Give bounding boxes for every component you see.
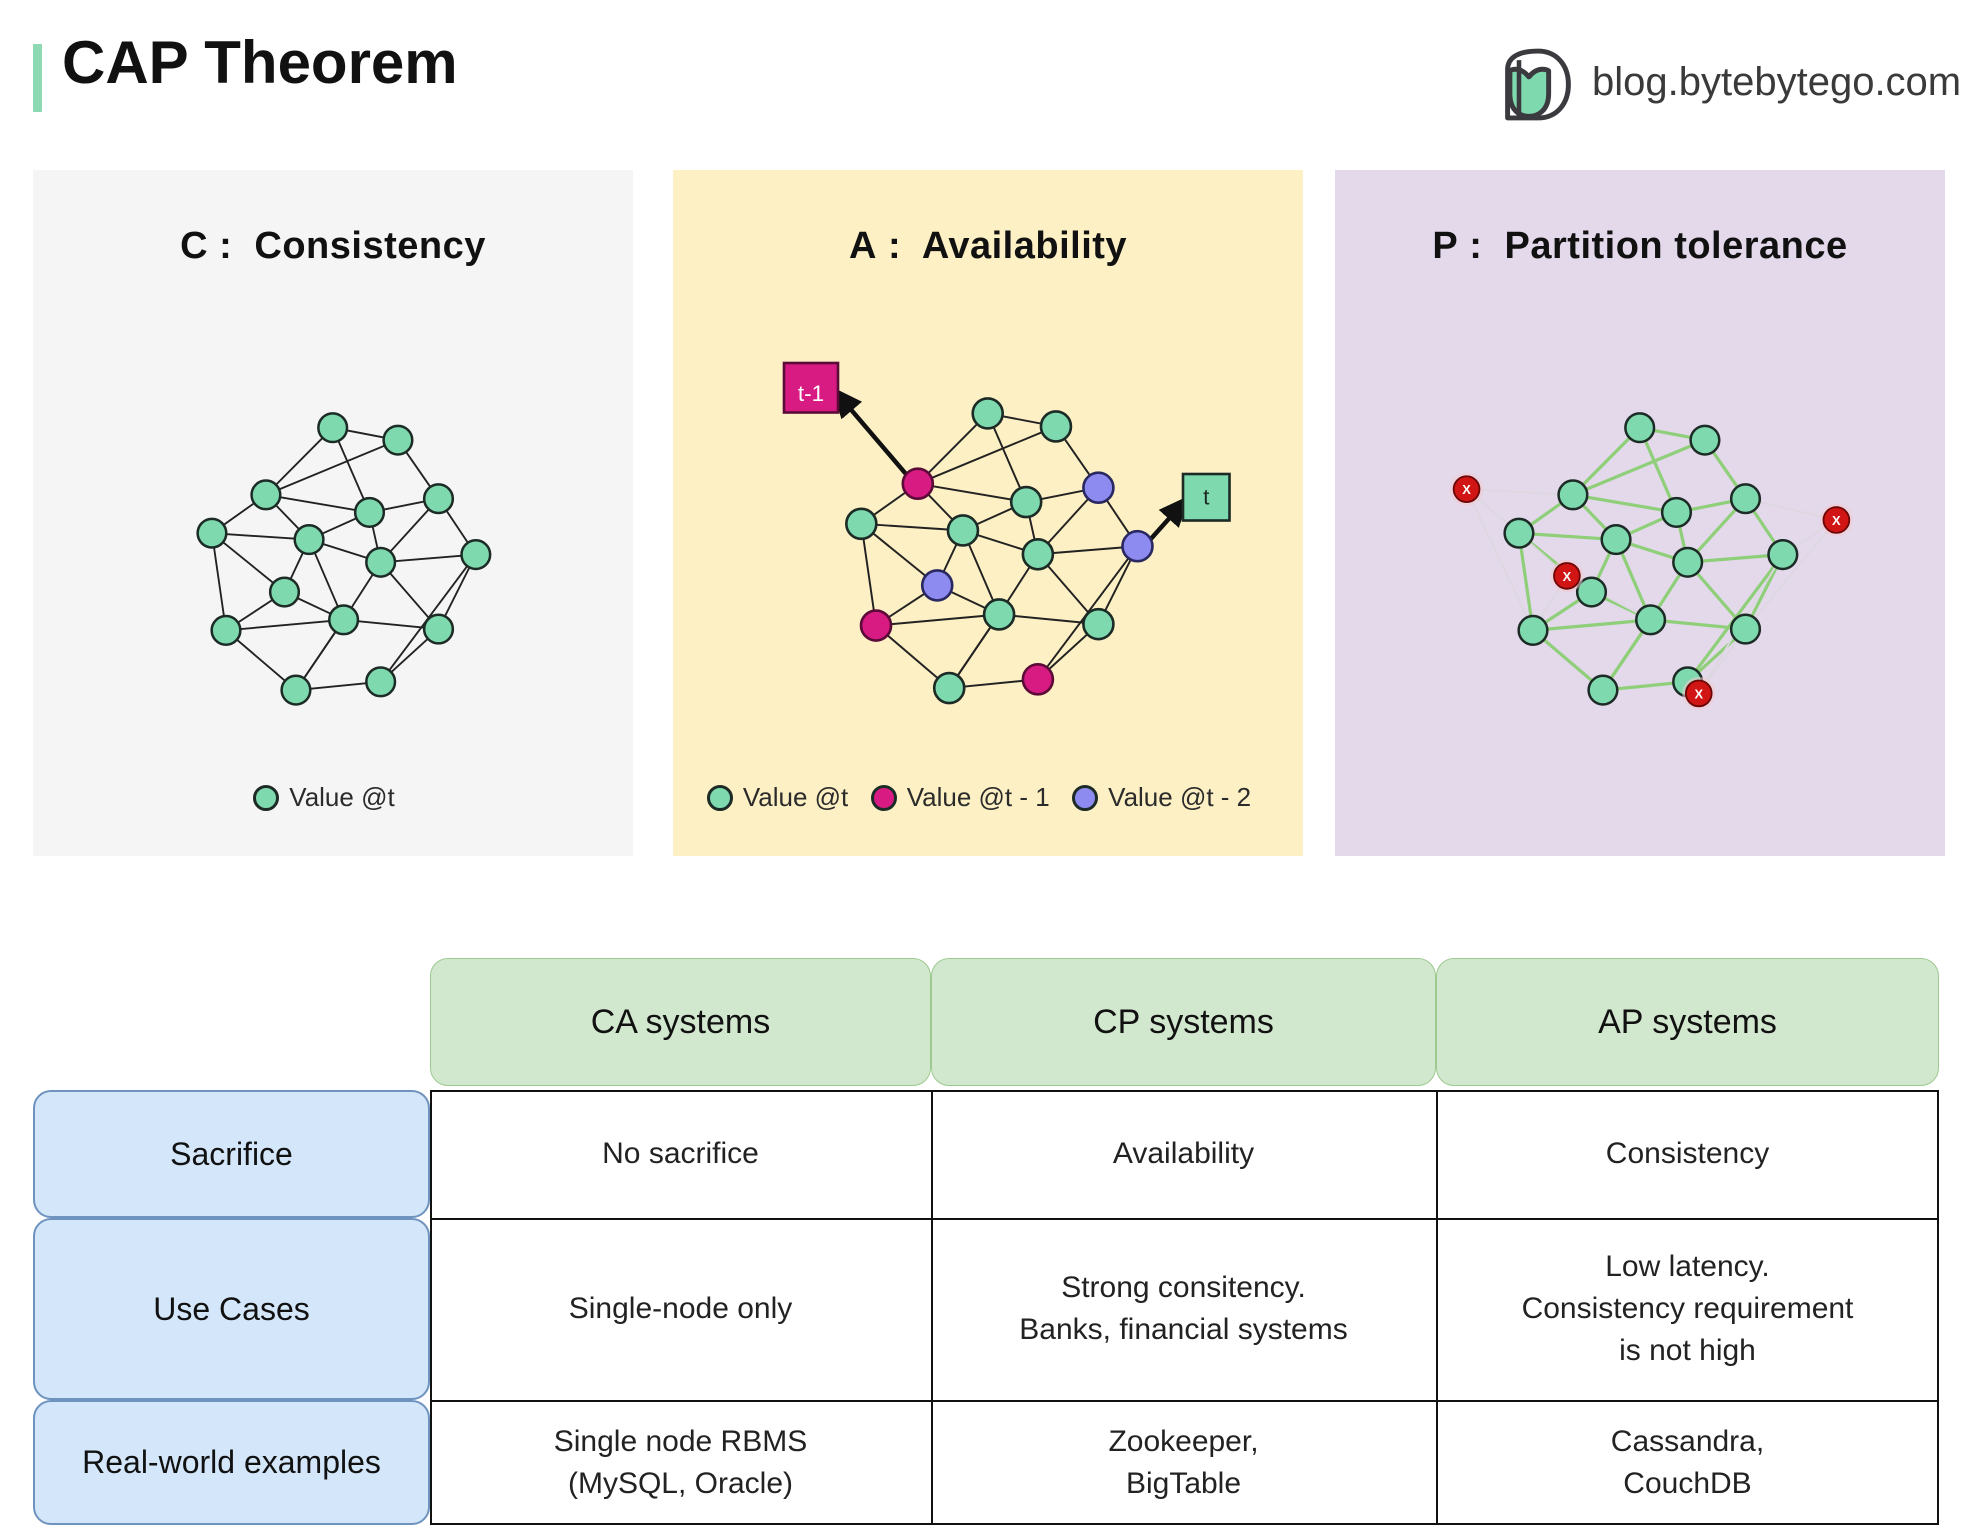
svg-text:t-1: t-1 (798, 381, 824, 406)
svg-text:t: t (1203, 485, 1210, 510)
svg-text:X: X (1832, 513, 1841, 528)
svg-text:X: X (1694, 686, 1703, 701)
svg-text:X: X (1462, 482, 1471, 497)
svg-text:X: X (1563, 569, 1572, 584)
